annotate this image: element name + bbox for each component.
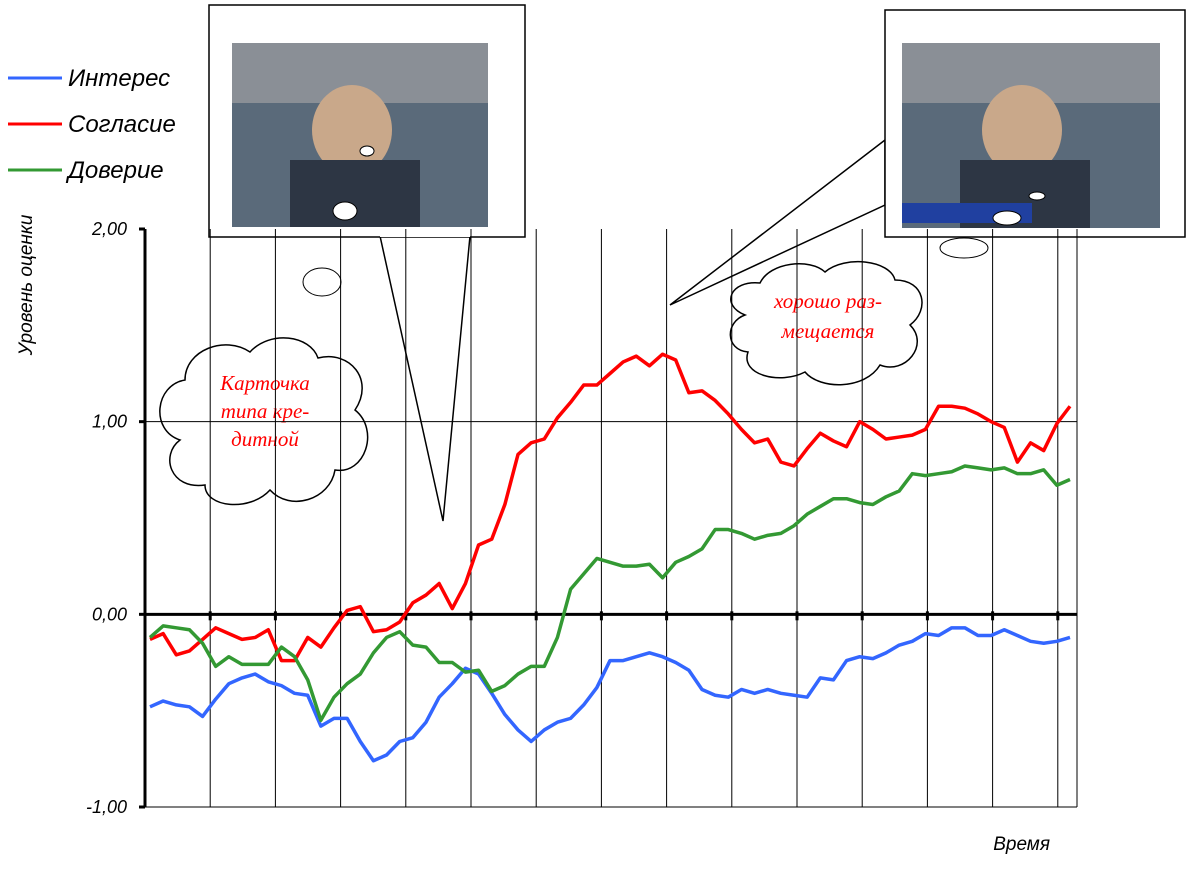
y-tick-label: 0,00 [92,604,127,624]
callout-left [208,4,526,522]
y-tick-label: 2,00 [91,219,127,239]
annotation-line: типа кре- [221,399,310,423]
annotation-line: Карточка [219,371,310,395]
thought-bubble [302,267,342,297]
series-line [149,352,1072,663]
y-tick-label: 1,00 [92,412,127,432]
x-axis-label: Время [993,834,1050,855]
legend-label: Согласие [68,111,176,138]
annotation-line: дитной [231,427,299,451]
annotation-line: хорошо раз- [773,289,882,313]
legend-label: Интерес [68,65,170,92]
callout-right [669,9,1186,306]
y-tick-label: -1,00 [86,797,127,817]
series-line [149,626,1071,763]
annotation-line: мещается [781,319,875,343]
y-axis-label: Уровень оценки [16,214,37,356]
cloud [729,260,923,386]
series-line [148,464,1071,723]
legend-label: Доверие [65,157,164,184]
